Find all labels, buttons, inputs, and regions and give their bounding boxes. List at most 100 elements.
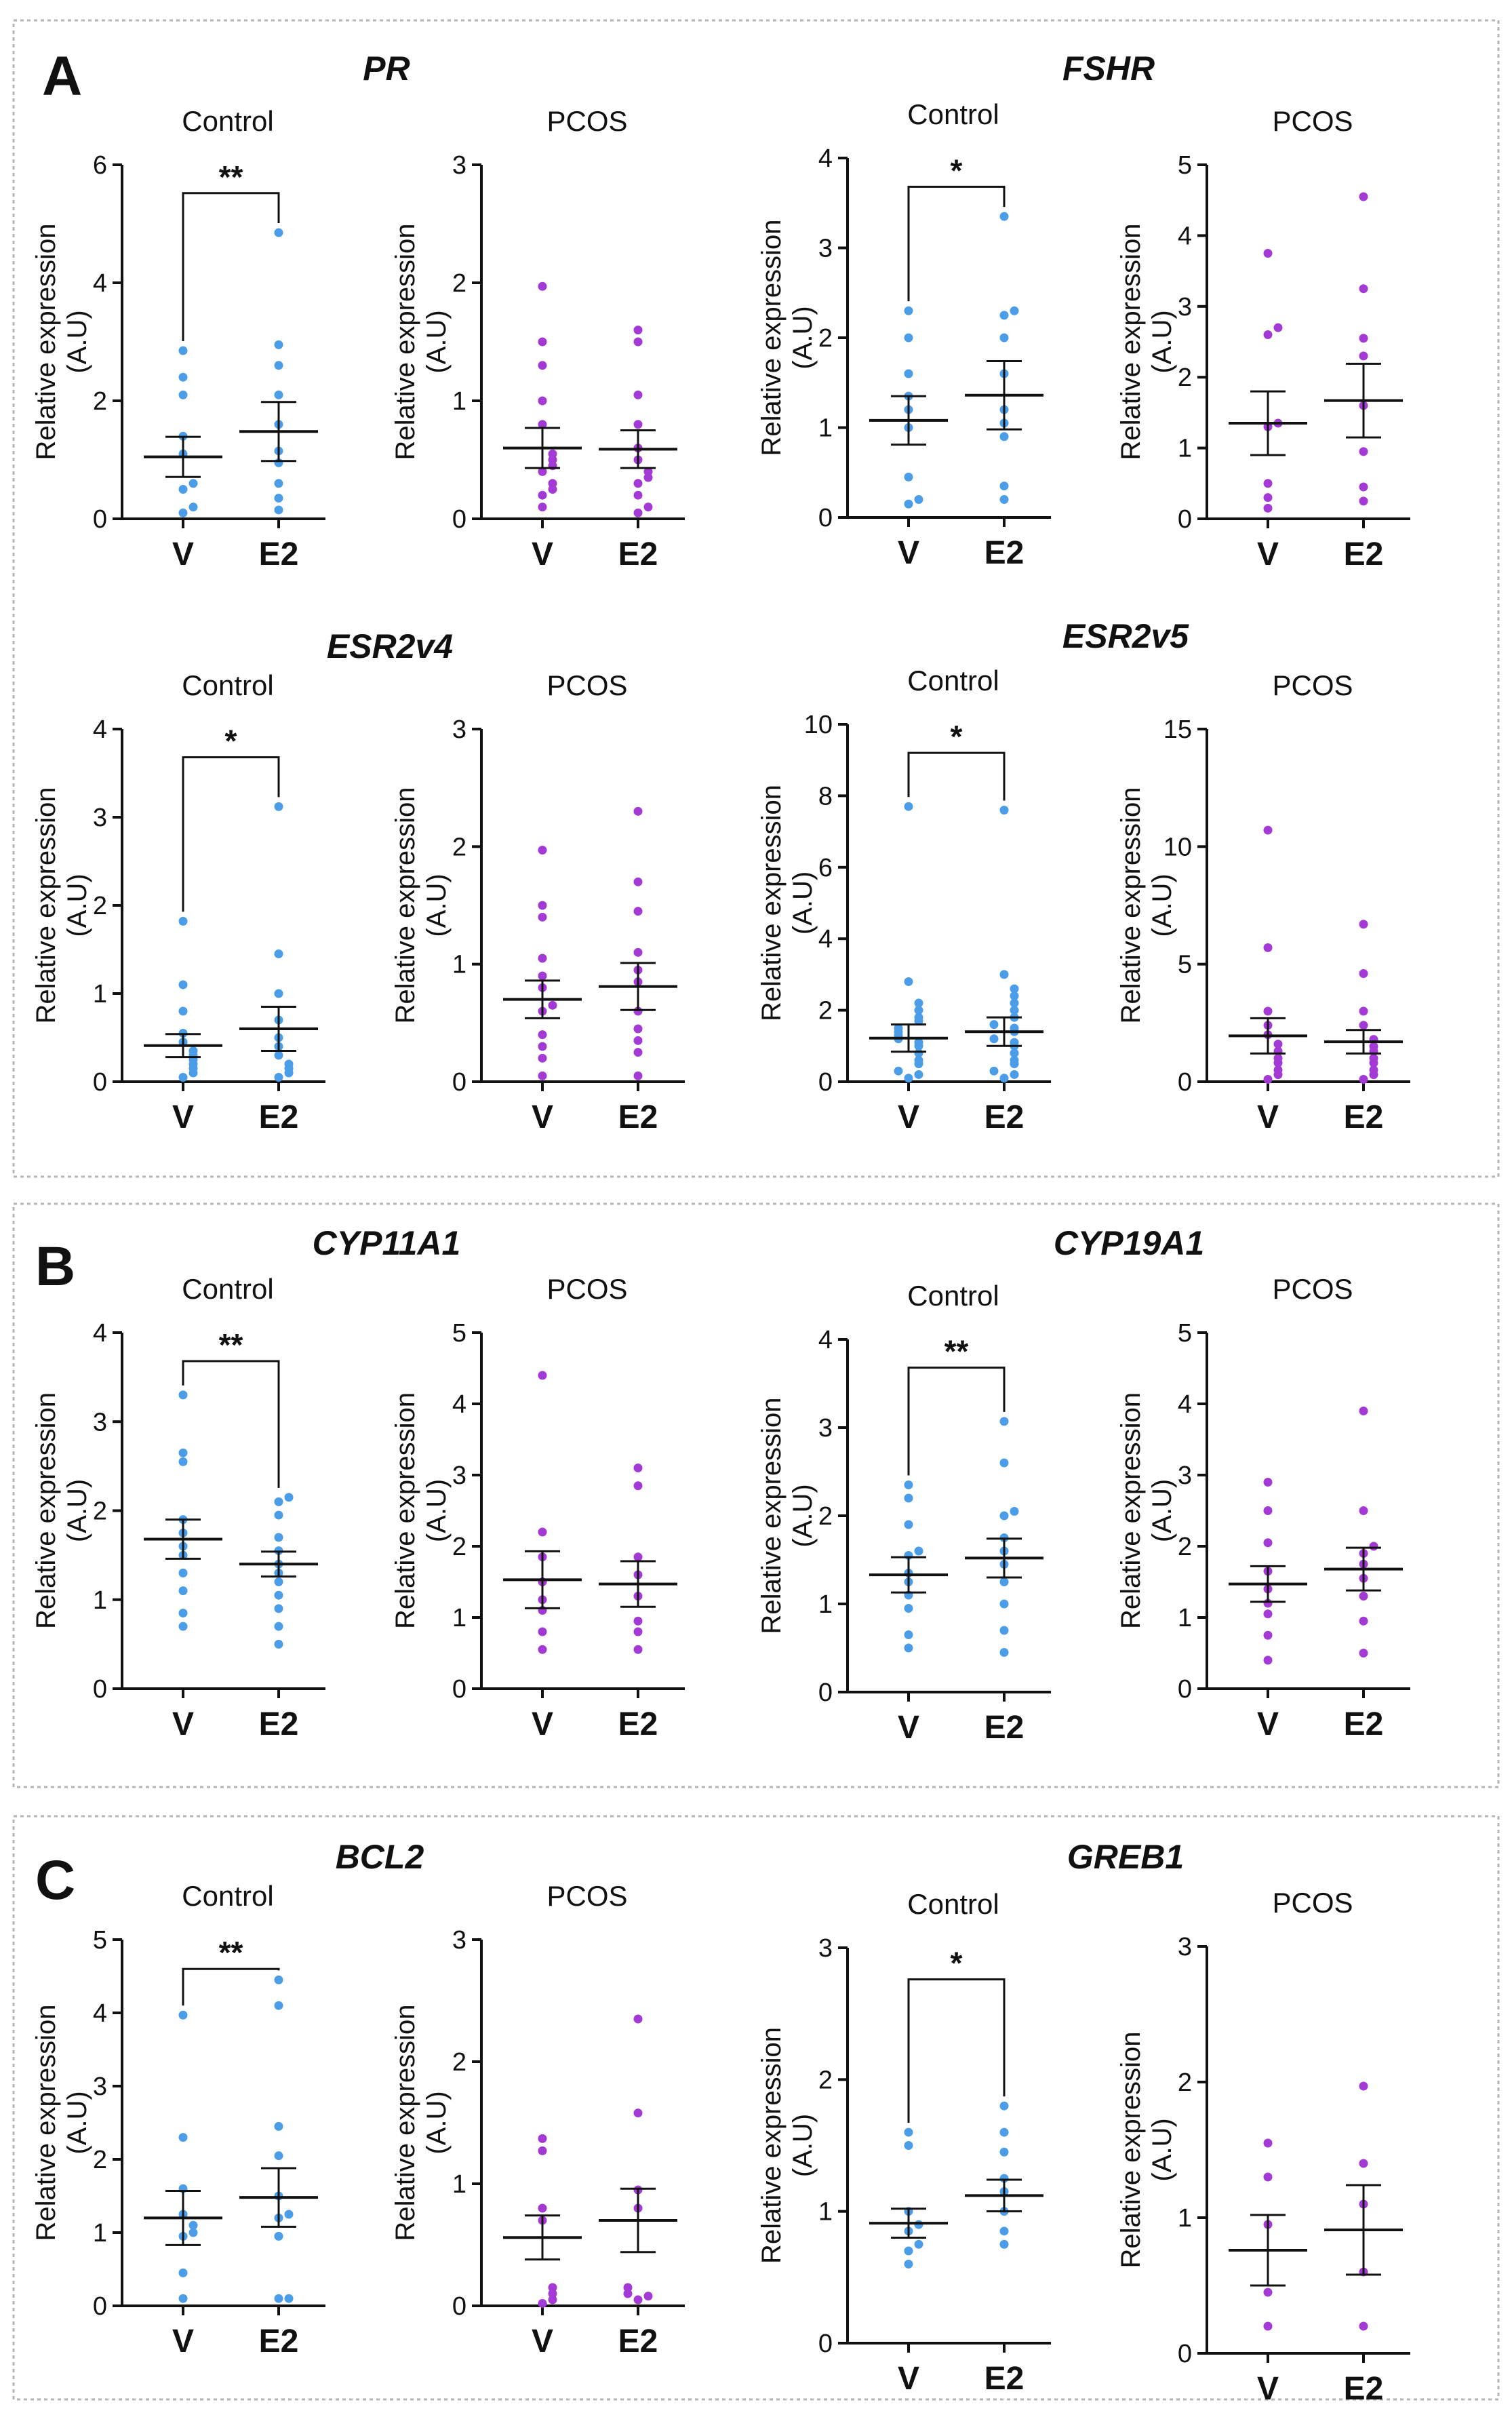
data-point — [188, 2220, 198, 2230]
data-point — [1359, 1506, 1368, 1515]
y-tick-label: 1 — [1178, 435, 1192, 463]
data-point — [989, 1066, 999, 1076]
subplot-title: PCOS — [1272, 1273, 1353, 1305]
subplot-cyp11a1-control: Control 0 1 2 3 4 Relative expression(A.U) V E2 *… — [31, 1273, 325, 1742]
gene-title-esr2v4: ESR2v4 — [327, 627, 453, 665]
subplot-bcl2-pcos: PCOS 0 1 2 3 Relative expression(A.U) V E2 — [391, 1880, 685, 2359]
data-point — [914, 1013, 923, 1022]
data-point — [633, 479, 643, 488]
x-tick-label: E2 — [618, 1706, 658, 1742]
data-point — [633, 1024, 643, 1034]
data-point — [178, 2010, 188, 2020]
y-tick-label: 4 — [818, 925, 833, 954]
data-point — [914, 1006, 923, 1015]
data-point — [1369, 1042, 1378, 1051]
data-point — [1359, 192, 1368, 201]
gene-title-greb1: GREB1 — [1067, 1838, 1184, 1876]
y-tick-label: 3 — [452, 151, 466, 180]
data-point — [188, 1046, 198, 1055]
subplot-esr2v4-pcos: PCOS 0 1 2 3 Relative expression(A.U) V E2 — [391, 669, 685, 1135]
data-point — [188, 479, 198, 488]
y-tick-label: 10 — [1163, 833, 1192, 861]
data-point — [538, 1527, 547, 1537]
x-tick-label: E2 — [984, 535, 1024, 571]
data-point — [999, 1074, 1009, 1083]
y-tick-label: 1 — [1178, 2204, 1192, 2233]
data-point — [1263, 1478, 1273, 1487]
significance-stars: * — [225, 724, 237, 759]
y-axis-label: Relative expression(A.U) — [757, 1397, 818, 1634]
y-tick-label: 2 — [818, 997, 833, 1025]
data-point — [274, 1622, 283, 1631]
x-tick-label: V — [898, 1099, 919, 1135]
data-point — [178, 1448, 188, 1457]
data-point — [999, 2226, 1009, 2236]
y-tick-label: 1 — [818, 1590, 833, 1619]
data-point — [178, 980, 188, 989]
data-point — [633, 1627, 643, 1636]
x-tick-label: E2 — [618, 2323, 658, 2359]
data-point — [999, 482, 1009, 491]
data-point — [633, 1645, 643, 1654]
data-point — [989, 1020, 999, 1029]
subplot-title: Control — [907, 98, 999, 130]
significance-stars: * — [951, 1946, 963, 1981]
significance-bracket — [182, 756, 280, 912]
subplot-cyp19a1-control: Control 0 1 2 3 4 Relative expression(A.U) V E2 *… — [757, 1280, 1051, 1746]
subplot-title: PCOS — [546, 669, 627, 701]
data-point — [904, 977, 913, 986]
data-point — [1263, 1609, 1273, 1619]
data-point — [178, 372, 188, 382]
data-point — [274, 802, 283, 811]
y-tick-label: 0 — [818, 1068, 833, 1097]
data-point — [538, 1371, 547, 1380]
subplot-greb1-pcos: PCOS 0 1 2 3 Relative expression(A.U) V E2 — [1116, 1887, 1410, 2407]
significance-bracket — [182, 1967, 280, 2006]
data-point — [999, 1577, 1009, 1586]
x-tick-label: E2 — [984, 1099, 1024, 1135]
data-point — [188, 503, 198, 512]
data-point — [1359, 969, 1368, 979]
data-point — [904, 1480, 913, 1489]
data-point — [999, 2239, 1009, 2249]
data-point — [904, 802, 913, 811]
data-point — [1263, 1655, 1273, 1665]
x-tick-label: V — [1257, 1706, 1279, 1742]
y-tick-label: 2 — [93, 892, 107, 920]
y-tick-label: 0 — [93, 2292, 107, 2321]
data-point — [274, 494, 283, 503]
data-point — [274, 1604, 283, 1613]
y-tick-label: 6 — [93, 151, 107, 180]
data-point — [633, 1006, 643, 1016]
y-axis-label: Relative expression(A.U) — [31, 787, 92, 1023]
data-point — [999, 805, 1009, 815]
subplot-greb1-control: Control 0 1 2 3 Relative expression(A.U) V E2 * — [757, 1888, 1051, 2397]
data-point — [178, 1622, 188, 1631]
data-point — [1010, 1070, 1019, 1079]
subplot-title: PCOS — [1272, 1887, 1353, 1919]
data-point — [904, 369, 913, 378]
y-tick-label: 2 — [1178, 364, 1192, 392]
data-point — [999, 1648, 1009, 1657]
data-point — [1359, 2321, 1368, 2331]
data-point — [274, 1975, 283, 1984]
significance-stars: ** — [219, 1327, 243, 1362]
data-point — [178, 1608, 188, 1617]
data-point — [1010, 992, 1019, 1001]
x-tick-label: V — [532, 536, 553, 572]
x-tick-label: V — [172, 1706, 194, 1742]
y-tick-label: 2 — [452, 269, 466, 298]
data-point — [1263, 825, 1273, 835]
data-point — [1359, 1616, 1368, 1626]
data-point — [1359, 1075, 1368, 1084]
significance-bracket — [907, 1978, 1006, 2123]
y-tick-label: 1 — [93, 2219, 107, 2248]
data-point — [904, 499, 913, 509]
y-tick-label: 0 — [818, 2330, 833, 2358]
data-point — [274, 989, 283, 998]
data-point — [904, 1604, 913, 1613]
data-point — [1010, 1023, 1019, 1033]
y-tick-label: 0 — [93, 1068, 107, 1097]
data-point — [274, 2294, 283, 2303]
